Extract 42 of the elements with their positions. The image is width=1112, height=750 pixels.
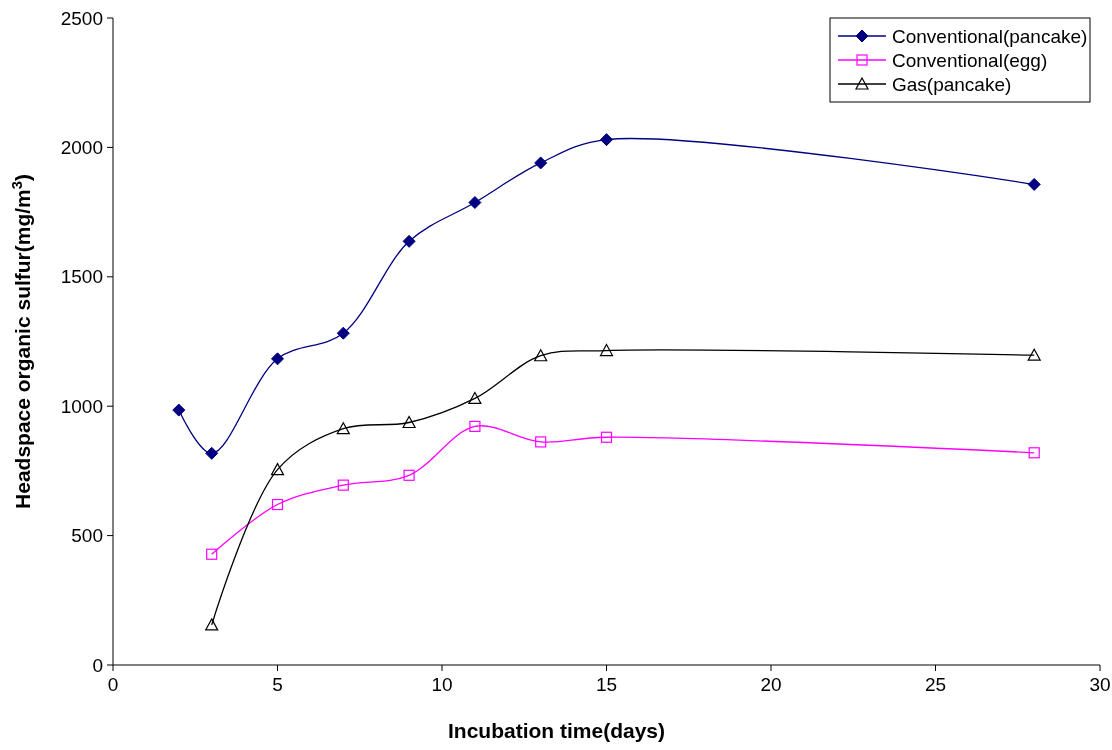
point [336,326,350,340]
point [402,415,416,429]
y-tick-label: 1000 [60,395,103,417]
point [206,548,218,560]
x-tick-label: 20 [760,674,782,695]
point [534,349,548,362]
y-tick-label: 2000 [60,137,103,159]
point [402,234,416,248]
point [336,422,350,435]
point [205,618,219,631]
point [535,436,547,448]
point [1027,177,1041,191]
point [1027,348,1041,361]
x-tick-label: 25 [924,674,947,695]
point [469,420,481,432]
x-tick-label: 10 [431,674,453,695]
point [534,156,548,170]
point [271,352,284,366]
point [600,431,613,443]
point [205,446,219,460]
x-tick-label: 5 [272,674,283,695]
y-tick-label: 2500 [60,7,103,29]
y-tick-label: 500 [71,525,103,547]
legend-label: Conventional(pancake) [892,25,1088,47]
point [270,463,285,476]
legend-label: Gas(pancake) [892,73,1012,95]
point [599,343,614,357]
x-tick-label: 30 [1089,674,1111,695]
x-axis-title: Incubation time(days) [447,719,666,742]
point [172,403,186,417]
point [337,479,349,491]
y-tick-label: 1500 [60,266,103,288]
point [403,469,415,481]
point [468,391,482,405]
point [468,196,482,210]
legend-label: Conventional(egg) [892,49,1048,71]
y-tick-label: 0 [92,654,103,676]
point [1028,447,1040,459]
x-tick-label: 0 [107,674,119,695]
point [600,133,613,147]
point [271,498,284,511]
x-tick-label: 15 [595,674,618,695]
